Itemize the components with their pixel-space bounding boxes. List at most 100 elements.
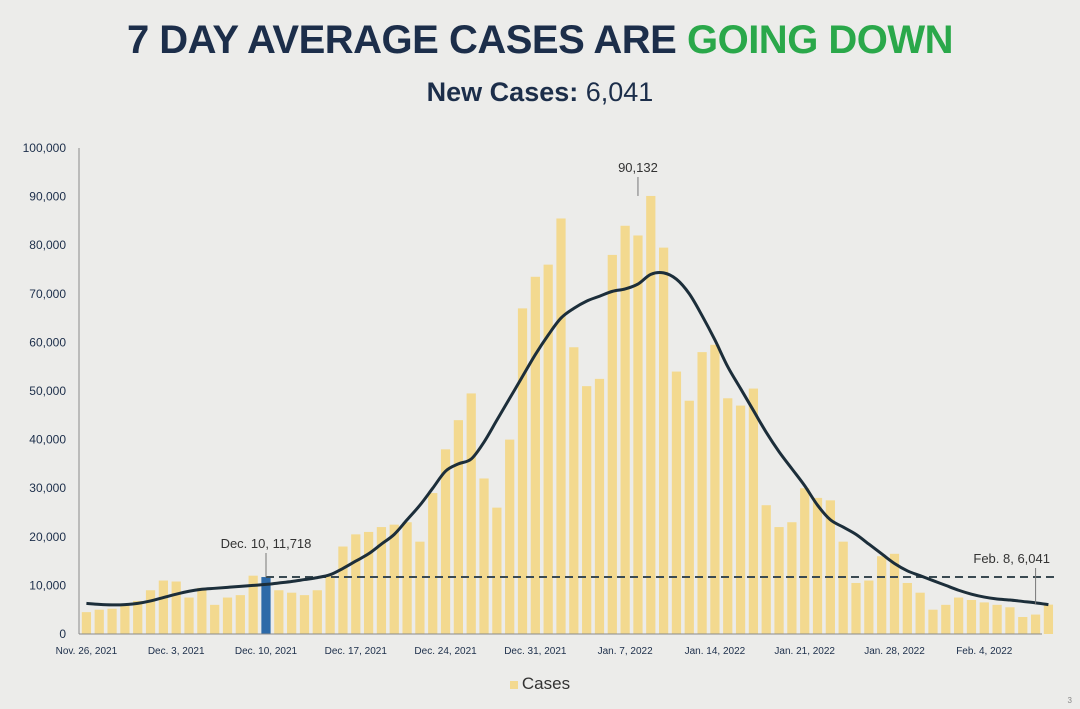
x-tick-label: Jan. 14, 2022: [685, 646, 746, 657]
bar: [582, 386, 592, 634]
seven-day-average-line: [86, 271, 1049, 607]
highlighted-bar: [261, 577, 271, 634]
bar: [222, 597, 233, 634]
bar: [825, 500, 835, 634]
bar: [684, 400, 694, 634]
y-tick-label: 30,000: [29, 481, 66, 495]
y-tick-label: 40,000: [29, 433, 66, 447]
x-tick-label: Jan. 7, 2022: [598, 646, 653, 657]
bar: [453, 420, 464, 634]
bar: [197, 587, 207, 634]
bar: [556, 218, 566, 634]
average-line-group: [86, 271, 1049, 607]
x-tick-label: Dec. 31, 2021: [504, 646, 567, 657]
x-tick-label: Dec. 10, 2021: [235, 646, 298, 657]
bar: [171, 581, 181, 634]
bar: [646, 195, 656, 634]
bar: [376, 527, 387, 634]
bar: [299, 595, 310, 634]
bar: [517, 308, 528, 634]
bar: [569, 347, 579, 634]
legend-swatch: [509, 680, 518, 689]
bar: [145, 590, 156, 634]
bar: [133, 600, 143, 634]
bar: [287, 592, 297, 634]
bar: [351, 534, 361, 634]
chart-subtitle: New Cases: 6,041: [0, 77, 1080, 108]
bar: [992, 604, 1002, 634]
bar: [902, 582, 912, 634]
y-tick-label: 0: [59, 627, 66, 641]
annotation-label: Feb. 8, 6,041: [973, 551, 1050, 566]
bar: [492, 507, 502, 634]
x-tick-label: Dec. 3, 2021: [148, 646, 205, 657]
bar: [402, 522, 412, 634]
bar: [761, 505, 771, 634]
bar: [1018, 616, 1028, 634]
bar: [312, 590, 322, 634]
bar: [838, 541, 848, 634]
bar: [787, 522, 797, 634]
bar: [363, 531, 374, 634]
bar: [748, 388, 759, 634]
bar: [479, 478, 489, 634]
bar: [954, 597, 964, 634]
bar: [248, 575, 258, 634]
bar: [812, 497, 823, 634]
bar: [697, 352, 707, 634]
bar: [505, 439, 515, 634]
bar: [658, 247, 669, 634]
bar: [941, 604, 951, 634]
bar: [671, 371, 682, 634]
bar: [338, 546, 348, 634]
bar: [94, 609, 104, 634]
bar: [274, 590, 284, 634]
bar: [774, 527, 784, 634]
title-part1: 7 DAY AVERAGE CASES ARE: [126, 18, 677, 62]
chart-title: 7 DAY AVERAGE CASES ARE GOING DOWN: [0, 18, 1080, 63]
x-tick-label: Dec. 17, 2021: [325, 646, 388, 657]
bar: [723, 398, 733, 634]
y-tick-label: 80,000: [29, 238, 66, 252]
subtitle-value: 6,041: [585, 77, 654, 107]
bar: [543, 264, 553, 634]
annotations-group: Dec. 10, 11,718 90,132 Feb. 8, 6,041: [221, 160, 1050, 605]
bar: [877, 556, 887, 634]
bar: [235, 595, 245, 634]
legend: Cases: [0, 674, 1080, 694]
subtitle-label: New Cases:: [426, 77, 579, 107]
bar: [1005, 607, 1015, 634]
y-tick-label: 20,000: [29, 530, 66, 544]
bar: [158, 580, 168, 634]
bar: [389, 524, 399, 634]
x-tick-label: Dec. 24, 2021: [414, 646, 477, 657]
page-number: 3: [1067, 696, 1072, 705]
bar: [530, 276, 540, 634]
title-highlight: GOING DOWN: [686, 18, 954, 62]
bar: [1043, 604, 1054, 634]
bar: [120, 604, 130, 634]
x-axis: Nov. 26, 2021 Dec. 3, 2021 Dec. 10, 2021 De…: [56, 633, 1042, 657]
x-tick-label: Feb. 4, 2022: [956, 646, 1013, 657]
bar: [864, 580, 874, 634]
bars-group: [81, 195, 1054, 635]
bar: [415, 541, 425, 634]
y-tick-label: 100,000: [23, 141, 67, 155]
y-tick-label: 70,000: [29, 287, 66, 301]
bar: [440, 449, 451, 634]
y-axis: 0 10,000 20,000 30,000 40,000 50,000 60,000 70,…: [23, 141, 80, 641]
annotation-label: Dec. 10, 11,718: [221, 536, 312, 551]
bar: [915, 592, 925, 634]
x-tick-label: Nov. 26, 2021: [56, 646, 118, 657]
x-tick-label: Jan. 28, 2022: [864, 646, 925, 657]
annotation-label: 90,132: [618, 160, 658, 175]
bar: [966, 599, 977, 634]
bar: [928, 609, 938, 634]
bar: [620, 225, 630, 634]
bar: [800, 488, 810, 634]
legend-label: Cases: [521, 674, 571, 693]
bar: [466, 393, 476, 634]
x-tick-label: Jan. 21, 2022: [774, 646, 835, 657]
bar: [735, 405, 746, 634]
